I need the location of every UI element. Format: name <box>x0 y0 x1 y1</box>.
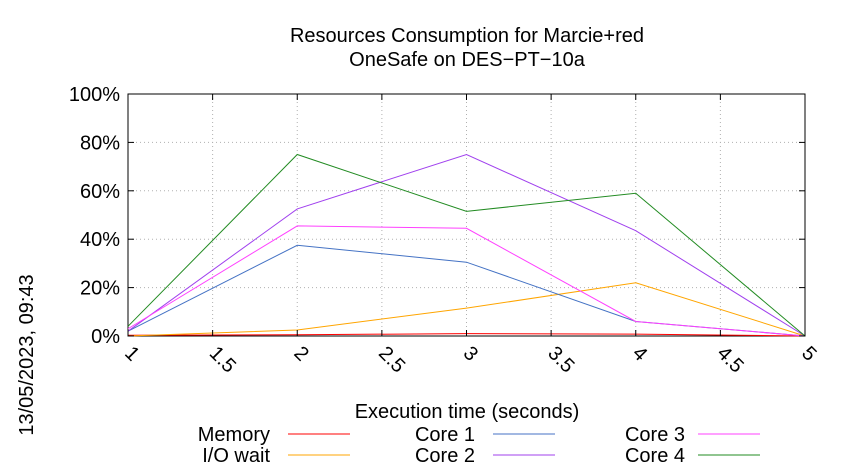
x-axis-label: Execution time (seconds) <box>355 401 580 423</box>
x-tick-label: 1 <box>120 342 143 365</box>
legend-label-core-3: Core 3 <box>625 424 685 446</box>
x-tick-label: 2.5 <box>374 342 409 377</box>
y-tick-label: 0% <box>91 326 120 348</box>
series-layer <box>127 153 806 337</box>
x-tick-label: 5 <box>797 342 820 365</box>
chart-title-line-2: OneSafe on DES−PT−10a <box>349 49 586 71</box>
series-line-core-2 <box>127 153 806 337</box>
x-tick-label: 1.5 <box>205 342 240 377</box>
x-tick-label: 3 <box>459 342 482 365</box>
legend-label-core-4: Core 4 <box>625 445 685 467</box>
x-tick-label: 2 <box>289 342 312 365</box>
timestamp-label: 13/05/2023, 09:43 <box>16 274 38 435</box>
y-tick-label: 80% <box>80 132 120 154</box>
x-tick-label: 4 <box>628 342 651 365</box>
legend-label-memory: Memory <box>198 424 270 446</box>
chart-title-line-1: Resources Consumption for Marcie+red <box>290 25 644 47</box>
legend-label-core-2: Core 2 <box>415 445 475 467</box>
y-tick-label: 100% <box>69 84 120 106</box>
series-line-core-3 <box>127 225 806 337</box>
y-tick-label: 40% <box>80 229 120 251</box>
legend-label-core-1: Core 1 <box>415 424 475 446</box>
legend-label-i-o-wait: I/O wait <box>202 445 270 467</box>
series-line-core-4 <box>127 153 806 337</box>
x-tick-label: 3.5 <box>543 342 578 377</box>
series-line-i-o-wait <box>127 282 806 337</box>
grid-layer <box>128 94 805 336</box>
y-tick-label: 60% <box>80 181 120 203</box>
y-tick-label: 20% <box>80 278 120 300</box>
x-tick-label: 4.5 <box>713 342 748 377</box>
